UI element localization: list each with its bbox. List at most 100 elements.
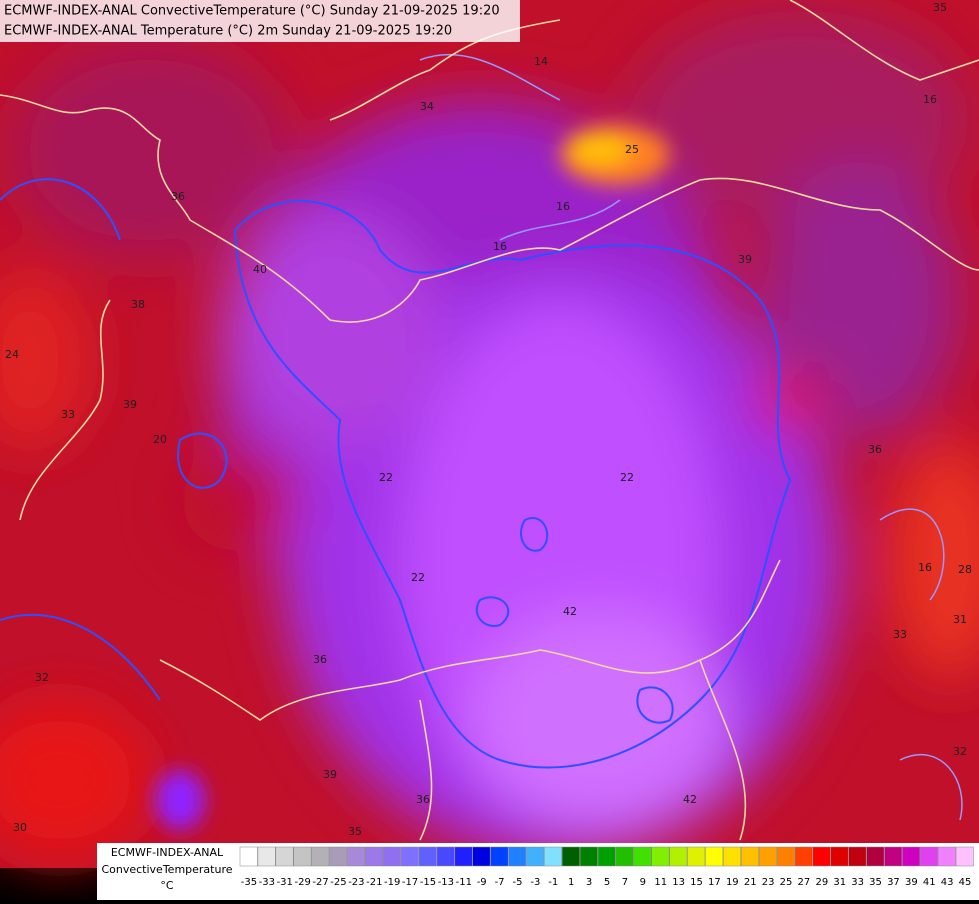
legend-tick-label: 37 — [887, 877, 900, 888]
legend-tick-label: -25 — [330, 877, 346, 888]
contour-label: 42 — [683, 793, 697, 806]
contour-label: 16 — [493, 240, 507, 253]
contour-label: 36 — [868, 443, 882, 456]
contour-label: 30 — [13, 821, 27, 834]
contour-label: 36 — [416, 793, 430, 806]
legend-swatch — [365, 846, 383, 867]
legend-tick-label: -17 — [402, 877, 418, 888]
legend-swatch — [275, 846, 294, 867]
legend-swatch — [418, 846, 437, 867]
legend-scale: -35 -33 -31 -29 -27 -25 -23 -21 -19 -17 -15 -13 -11-… — [239, 846, 974, 888]
legend-swatch — [400, 846, 419, 867]
legend-swatch — [741, 846, 759, 867]
legend-tick-label: 3 — [586, 877, 592, 888]
legend-swatch — [920, 846, 938, 867]
legend-swatch — [508, 846, 527, 867]
legend-swatch — [329, 846, 348, 867]
legend-swatch — [472, 846, 491, 867]
legend-swatch — [758, 846, 777, 867]
legend-tick-label: 45 — [959, 877, 972, 888]
contour-label: 35 — [348, 825, 362, 838]
legend-tick-label: 27 — [798, 877, 811, 888]
contour-label: 16 — [923, 93, 937, 106]
legend-swatch — [526, 846, 545, 867]
legend-tick-label: 13 — [672, 877, 685, 888]
legend-tick-label: 25 — [780, 877, 793, 888]
legend-swatch — [651, 846, 670, 867]
legend-title: ECMWF-INDEX-ANAL — [111, 846, 224, 859]
contour-label: 36 — [171, 190, 185, 203]
legend-tick-label: 35 — [869, 877, 882, 888]
contour-label: 32 — [35, 671, 49, 684]
contour-label: 42 — [563, 605, 577, 618]
legend-tick-label: 23 — [762, 877, 775, 888]
contour-label: 39 — [738, 253, 752, 266]
contour-label: 40 — [253, 263, 267, 276]
legend-tick-label: 39 — [905, 877, 918, 888]
legend-tick-label: 11 — [654, 877, 667, 888]
legend-swatch — [902, 846, 921, 867]
legend-tick-label: -29 — [294, 877, 310, 888]
legend-tick-label: -1 — [548, 877, 558, 888]
contour-label: 39 — [323, 768, 337, 781]
legend-tick-label: -15 — [420, 877, 436, 888]
contour-label: 38 — [131, 298, 145, 311]
legend-swatch — [544, 846, 562, 867]
legend-title: °C — [160, 879, 174, 892]
contour-label: 28 — [958, 563, 972, 576]
contour-label: 36 — [313, 653, 327, 666]
legend-tick-label: 41 — [923, 877, 936, 888]
contour-label: 20 — [153, 433, 167, 446]
legend-tick-label: 43 — [941, 877, 954, 888]
legend-tick-label: -13 — [438, 877, 454, 888]
legend-swatch — [812, 846, 831, 867]
legend-swatch — [866, 846, 885, 867]
legend-swatch — [633, 846, 652, 867]
legend-tick-label: 19 — [726, 877, 739, 888]
legend-swatch — [884, 846, 903, 867]
contour-label: 16 — [918, 561, 932, 574]
legend-tick-label: -19 — [384, 877, 400, 888]
contour-label: 33 — [893, 628, 907, 641]
legend-swatch — [937, 846, 956, 867]
legend-swatch — [382, 846, 401, 867]
legend-tick-label: 33 — [851, 877, 864, 888]
header-line: ECMWF-INDEX-ANAL ConvectiveTemperature (… — [4, 4, 500, 19]
contour-lines — [0, 178, 792, 769]
legend-tick-label: 17 — [708, 877, 721, 888]
temperature-2m-contours — [419, 53, 963, 821]
contour-label: 39 — [123, 398, 137, 411]
legend-tick-label: 21 — [744, 877, 757, 888]
contour-label: 22 — [379, 471, 393, 484]
legend-swatch — [257, 846, 276, 867]
legend-swatch — [705, 846, 724, 867]
legend-swatch — [687, 846, 706, 867]
header-line: ECMWF-INDEX-ANAL Temperature (°C) 2m Sun… — [4, 24, 452, 39]
legend-swatch — [597, 846, 616, 867]
legend-tick-label: -9 — [477, 877, 487, 888]
contour-label: 31 — [953, 613, 967, 626]
legend-tick-label: 5 — [604, 877, 610, 888]
legend-tick-label: -23 — [348, 877, 364, 888]
contour-labels: 35 14 16 34 25 16 16 36 40 39 38 33 39 20 22 22 36 28 16 31… — [5, 1, 972, 838]
legend-tick-label: 15 — [690, 877, 703, 888]
legend-tick-label: -33 — [259, 877, 275, 888]
contour-label: 35 — [933, 1, 947, 14]
header-box — [0, 0, 520, 42]
contour-label: 16 — [556, 200, 570, 213]
legend-swatch — [347, 846, 366, 867]
legend-swatch — [955, 846, 974, 867]
legend-swatch — [561, 846, 580, 867]
legend-swatch — [723, 846, 742, 867]
contour-label: 34 — [420, 100, 434, 113]
legend-tick-label: -27 — [312, 877, 328, 888]
legend-tick-label: 29 — [815, 877, 828, 888]
legend-swatch — [239, 846, 258, 867]
legend-swatch — [579, 846, 598, 867]
legend-tick-label: 7 — [622, 877, 628, 888]
legend-tick-label: -21 — [366, 877, 382, 888]
legend-tick-label: 9 — [640, 877, 646, 888]
legend-swatch — [776, 846, 795, 867]
contour-label: 22 — [620, 471, 634, 484]
